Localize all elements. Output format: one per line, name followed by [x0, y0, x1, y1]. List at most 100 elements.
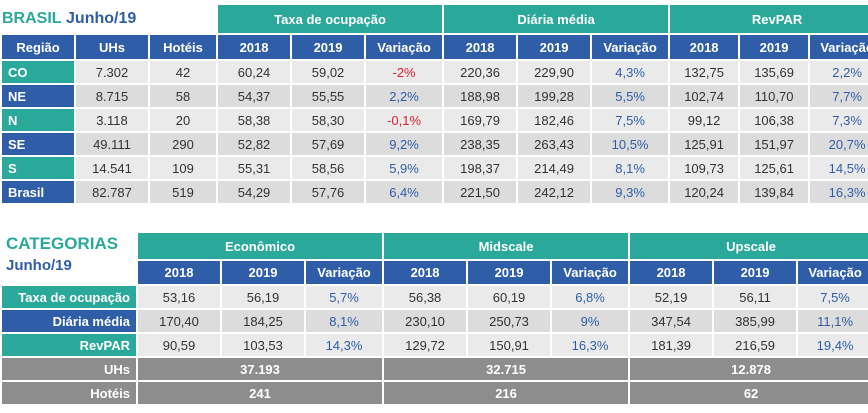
- uhs-value: 49.111: [76, 133, 148, 155]
- categorias-title: CATEGORIAS Junho/19: [2, 233, 136, 284]
- rp-2018-value: 109,73: [670, 157, 739, 179]
- table-row: S 14.541 109 55,31 58,56 5,9% 198,37 214…: [2, 157, 868, 179]
- to-2018-value: 54,29: [218, 181, 291, 203]
- eco-variacao-value: 5,7%: [306, 286, 383, 308]
- col-to-variacao: Variação: [366, 35, 443, 59]
- col-regiao: Região: [2, 35, 74, 59]
- region-label: Brasil: [2, 181, 74, 203]
- up-variacao-value: 7,5%: [798, 286, 868, 308]
- eco-2018-value: 170,40: [138, 310, 220, 332]
- table-row: N 3.118 20 58,38 58,30 -0,1% 169,79 182,…: [2, 109, 868, 131]
- uhs-value: 8.715: [76, 85, 148, 107]
- rp-2018-value: 120,24: [670, 181, 739, 203]
- to-2019-value: 59,02: [292, 61, 365, 83]
- col-rp-2019: 2019: [740, 35, 809, 59]
- dm-2019-value: 229,90: [518, 61, 591, 83]
- col-dm-2019: 2019: [518, 35, 591, 59]
- mid-2018-value: 56,38: [384, 286, 467, 308]
- eco-2019-value: 103,53: [222, 334, 304, 356]
- brasil-title-main: BRASIL: [2, 10, 62, 27]
- to-2019-value: 55,55: [292, 85, 365, 107]
- hoteis-value: 519: [150, 181, 217, 203]
- col-mid-2018: 2018: [384, 261, 467, 284]
- hoteis-midscale: 216: [384, 382, 629, 404]
- hoteis-economico: 241: [138, 382, 383, 404]
- region-label: SE: [2, 133, 74, 155]
- mid-2019-value: 150,91: [468, 334, 551, 356]
- up-2019-value: 56,11: [714, 286, 797, 308]
- hoteis-value: 58: [150, 85, 217, 107]
- to-2019-value: 57,76: [292, 181, 365, 203]
- table-row: UHs 37.193 32.715 12.878: [2, 358, 868, 380]
- col-dm-2018: 2018: [444, 35, 517, 59]
- rp-variacao-value: 7,3%: [810, 109, 868, 131]
- col-up-2018: 2018: [630, 261, 713, 284]
- table-row: Diária média 170,40 184,25 8,1% 230,10 2…: [2, 310, 868, 332]
- mid-2018-value: 230,10: [384, 310, 467, 332]
- rp-variacao-value: 14,5%: [810, 157, 868, 179]
- to-2018-value: 55,31: [218, 157, 291, 179]
- dm-2018-value: 221,50: [444, 181, 517, 203]
- uhs-value: 82.787: [76, 181, 148, 203]
- rp-2019-value: 110,70: [740, 85, 809, 107]
- up-variacao-value: 11,1%: [798, 310, 868, 332]
- rp-2019-value: 106,38: [740, 109, 809, 131]
- table-row: SE 49.111 290 52,82 57,69 9,2% 238,35 26…: [2, 133, 868, 155]
- rp-2018-value: 125,91: [670, 133, 739, 155]
- to-variacao-value: -2%: [366, 61, 443, 83]
- to-2019-value: 58,56: [292, 157, 365, 179]
- hoteis-value: 290: [150, 133, 217, 155]
- up-2019-value: 216,59: [714, 334, 797, 356]
- categorias-table: CATEGORIAS Junho/19 Econômico Midscale U…: [0, 231, 868, 406]
- dm-2019-value: 182,46: [518, 109, 591, 131]
- uhs-midscale: 32.715: [384, 358, 629, 380]
- region-label: CO: [2, 61, 74, 83]
- to-variacao-value: 5,9%: [366, 157, 443, 179]
- categorias-title-sub: Junho/19: [6, 257, 72, 274]
- table-row: NE 8.715 58 54,37 55,55 2,2% 188,98 199,…: [2, 85, 868, 107]
- dm-variacao-value: 5,5%: [592, 85, 669, 107]
- rp-2019-value: 151,97: [740, 133, 809, 155]
- col-uhs: UHs: [76, 35, 148, 59]
- dm-variacao-value: 7,5%: [592, 109, 669, 131]
- eco-variacao-value: 14,3%: [306, 334, 383, 356]
- dm-2019-value: 199,28: [518, 85, 591, 107]
- to-variacao-value: 2,2%: [366, 85, 443, 107]
- to-variacao-value: -0,1%: [366, 109, 443, 131]
- dm-variacao-value: 9,3%: [592, 181, 669, 203]
- group-taxa-ocupacao: Taxa de ocupação: [218, 5, 443, 33]
- table-row: Brasil 82.787 519 54,29 57,76 6,4% 221,5…: [2, 181, 868, 203]
- col-eco-2019: 2019: [222, 261, 304, 284]
- dm-variacao-value: 4,3%: [592, 61, 669, 83]
- brasil-table: BRASIL Junho/19 Taxa de ocupação Diária …: [0, 3, 868, 205]
- dm-variacao-value: 8,1%: [592, 157, 669, 179]
- col-hoteis: Hotéis: [150, 35, 217, 59]
- rp-variacao-value: 16,3%: [810, 181, 868, 203]
- col-rp-variacao: Variação: [810, 35, 868, 59]
- col-dm-variacao: Variação: [592, 35, 669, 59]
- region-label: N: [2, 109, 74, 131]
- brasil-title: BRASIL Junho/19: [2, 5, 217, 33]
- rp-variacao-value: 7,7%: [810, 85, 868, 107]
- eco-2018-value: 53,16: [138, 286, 220, 308]
- mid-variacao-value: 9%: [552, 310, 629, 332]
- uhs-value: 3.118: [76, 109, 148, 131]
- hoteis-value: 20: [150, 109, 217, 131]
- group-economico: Econômico: [138, 233, 383, 259]
- to-2019-value: 58,30: [292, 109, 365, 131]
- dm-2019-value: 242,12: [518, 181, 591, 203]
- mid-variacao-value: 6,8%: [552, 286, 629, 308]
- group-upscale: Upscale: [630, 233, 868, 259]
- dm-2019-value: 263,43: [518, 133, 591, 155]
- up-2018-value: 181,39: [630, 334, 713, 356]
- rp-2019-value: 125,61: [740, 157, 809, 179]
- dm-2018-value: 198,37: [444, 157, 517, 179]
- col-mid-variacao: Variação: [552, 261, 629, 284]
- dm-2018-value: 220,36: [444, 61, 517, 83]
- dm-2018-value: 238,35: [444, 133, 517, 155]
- eco-2019-value: 56,19: [222, 286, 304, 308]
- to-variacao-value: 9,2%: [366, 133, 443, 155]
- mid-variacao-value: 16,3%: [552, 334, 629, 356]
- metric-label: Taxa de ocupação: [2, 286, 136, 308]
- eco-variacao-value: 8,1%: [306, 310, 383, 332]
